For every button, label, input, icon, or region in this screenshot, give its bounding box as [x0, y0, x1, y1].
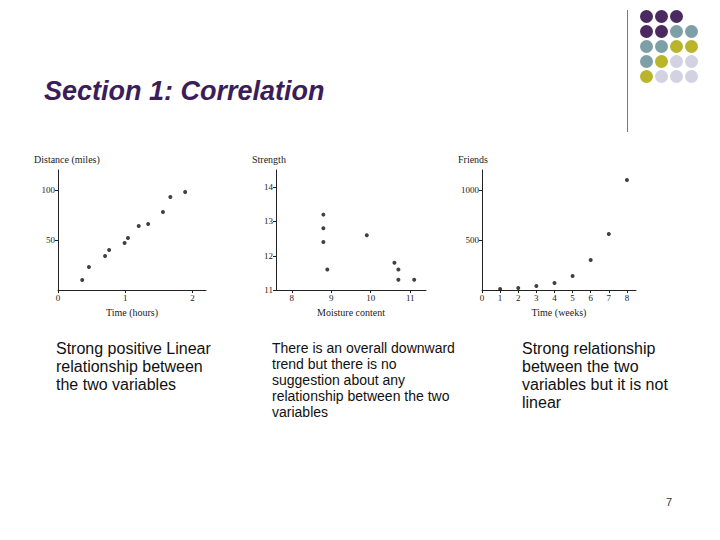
svg-text:1: 1 [498, 293, 503, 303]
svg-text:11: 11 [406, 293, 415, 303]
svg-text:4: 4 [552, 293, 557, 303]
svg-text:10: 10 [366, 293, 376, 303]
svg-text:100: 100 [42, 185, 56, 195]
html-text:Section 1: Correlation: Section 1: Correlation [44, 76, 325, 106]
svg-text:14: 14 [264, 182, 274, 192]
html-text:There is an overall downward t: There is an overall downward trend but t… [272, 340, 455, 420]
svg-text:Strength: Strength [252, 154, 286, 165]
svg-text:Distance (miles): Distance (miles) [34, 154, 100, 166]
svg-text:11: 11 [264, 285, 273, 295]
svg-text:3: 3 [534, 293, 539, 303]
svg-text:1000: 1000 [461, 185, 480, 195]
svg-text:0: 0 [56, 293, 61, 303]
svg-text:9: 9 [329, 293, 334, 303]
svg-text:Time (weeks): Time (weeks) [532, 307, 587, 319]
svg-text:7: 7 [607, 293, 612, 303]
svg-text:1: 1 [123, 293, 128, 303]
svg-text:12: 12 [264, 251, 273, 261]
svg-text:Moisture content: Moisture content [317, 307, 385, 318]
svg-text:Friends: Friends [458, 154, 488, 165]
svg-text:0: 0 [480, 293, 485, 303]
html-text:Strong relationship between th: Strong relationship between the two vari… [522, 340, 668, 411]
svg-text:8: 8 [290, 293, 295, 303]
svg-text:6: 6 [588, 293, 593, 303]
svg-text:13: 13 [264, 216, 274, 226]
svg-text:2: 2 [190, 293, 195, 303]
html-text:7: 7 [666, 496, 673, 508]
svg-text:8: 8 [625, 293, 630, 303]
svg-text:500: 500 [466, 235, 480, 245]
html-text:Strong positive Linear relatio: Strong positive Linear relationship betw… [56, 340, 211, 393]
svg-text:2: 2 [516, 293, 521, 303]
svg-text:5: 5 [570, 293, 575, 303]
svg-text:50: 50 [46, 235, 56, 245]
svg-text:Time (hours): Time (hours) [106, 307, 158, 319]
